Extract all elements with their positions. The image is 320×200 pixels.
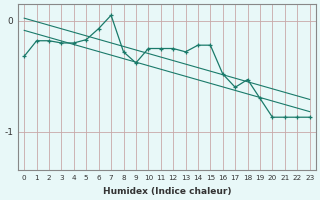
X-axis label: Humidex (Indice chaleur): Humidex (Indice chaleur) — [103, 187, 231, 196]
